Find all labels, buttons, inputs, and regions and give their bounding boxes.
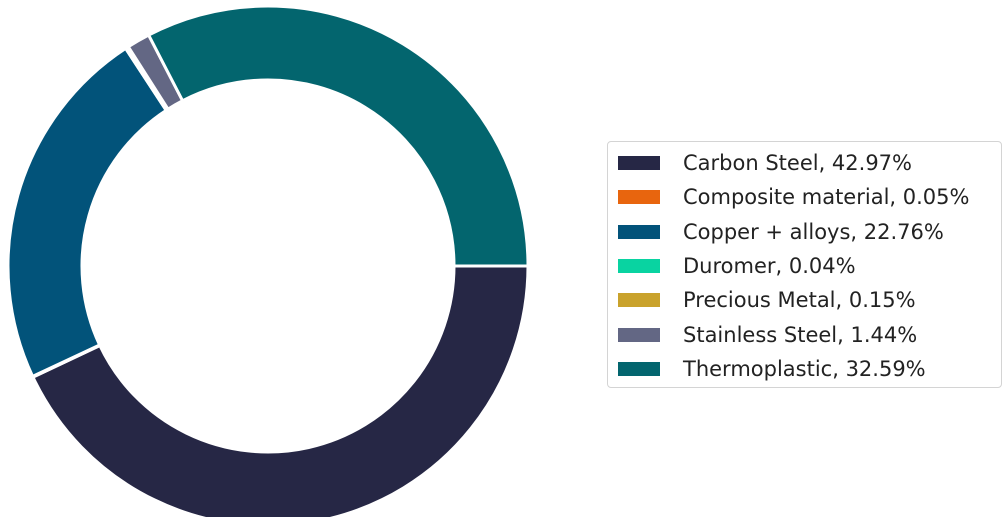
legend-swatch — [618, 190, 660, 205]
legend-swatch — [618, 156, 660, 170]
legend-item: Carbon Steel, 42.97% — [618, 146, 912, 180]
legend-label: Stainless Steel, 1.44% — [683, 322, 918, 347]
legend-label: Carbon Steel, 42.97% — [683, 151, 912, 175]
legend-item: Composite material, 0.05% — [618, 180, 969, 214]
slice-thermoplastic — [146, 4, 530, 268]
slice-carbon-steel — [30, 264, 530, 517]
legend-swatch — [618, 293, 660, 308]
legend-item: Stainless Steel, 1.44% — [618, 318, 917, 352]
legend-swatch — [618, 258, 660, 273]
legend-label: Composite material, 0.05% — [683, 185, 970, 210]
legend-label: Duromer, 0.04% — [683, 253, 856, 278]
legend-label: Copper + alloys, 22.76% — [683, 219, 944, 244]
legend-item: Thermoplastic, 32.59% — [618, 352, 926, 386]
legend-label: Thermoplastic, 32.59% — [683, 356, 926, 381]
legend-item: Copper + alloys, 22.76% — [618, 215, 944, 249]
slice-copper-alloys — [6, 46, 169, 379]
legend-label: Precious Metal, 0.15% — [683, 288, 916, 313]
legend: Carbon Steel, 42.97% Composite material, … — [607, 141, 1002, 388]
legend-item: Precious Metal, 0.15% — [618, 283, 916, 317]
legend-item: Duromer, 0.04% — [618, 249, 856, 283]
legend-swatch — [618, 224, 660, 239]
legend-swatch — [618, 361, 660, 376]
donut-slices — [6, 4, 530, 517]
legend-swatch — [618, 327, 660, 342]
